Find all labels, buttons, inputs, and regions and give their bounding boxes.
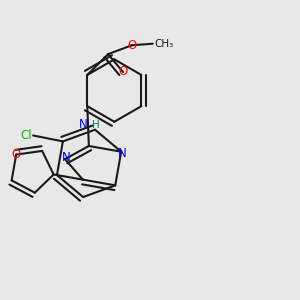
- Text: O: O: [118, 65, 128, 79]
- Text: Cl: Cl: [20, 129, 32, 142]
- Text: CH₃: CH₃: [154, 39, 173, 49]
- Text: H: H: [92, 120, 99, 130]
- Text: N: N: [62, 151, 71, 164]
- Text: O: O: [12, 148, 21, 161]
- Text: N: N: [118, 147, 127, 160]
- Text: N: N: [79, 118, 88, 131]
- Text: O: O: [127, 39, 136, 52]
